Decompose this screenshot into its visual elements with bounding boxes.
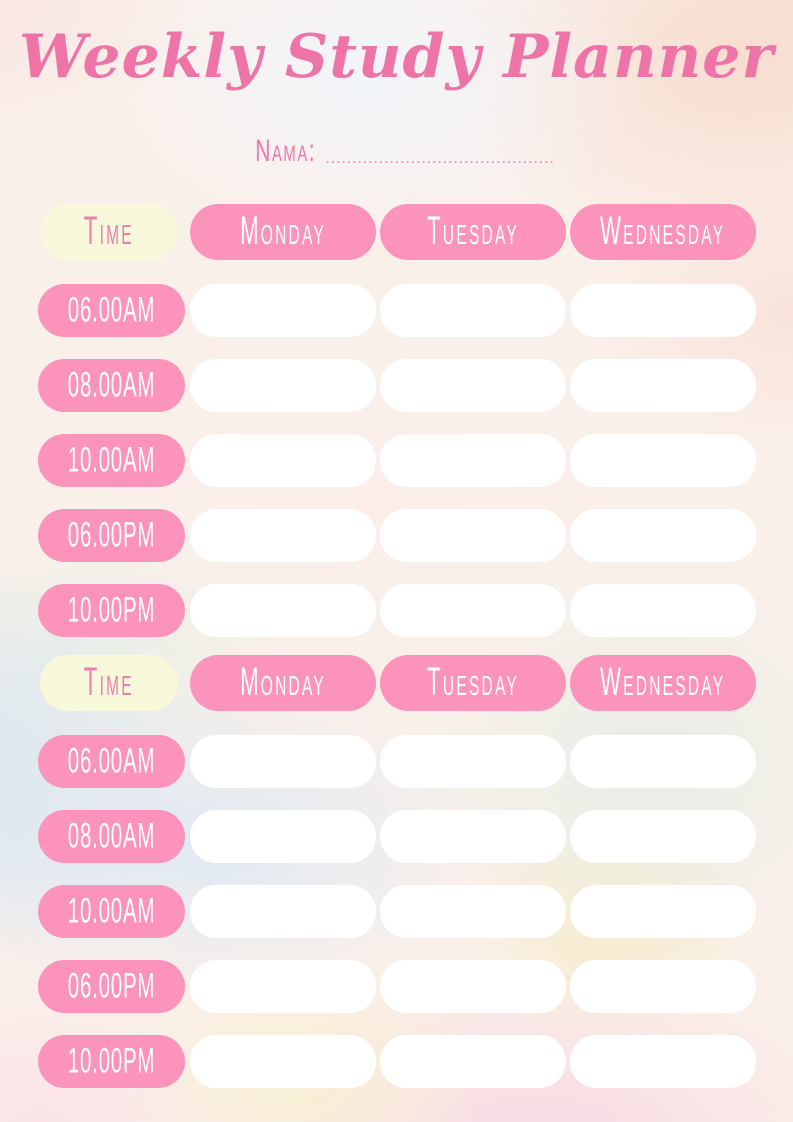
schedule-cell[interactable]	[190, 1035, 376, 1088]
day-header-wednesday-label: Wednesday	[600, 209, 726, 254]
schedule-grid-bottom: Time Monday Tuesday Wednesday 06.00AM 08.00AM…	[0, 655, 793, 1088]
day-header-tuesday: Tuesday	[380, 655, 566, 711]
name-row: Nama: ..................................…	[0, 133, 793, 169]
day-header-wednesday-label: Wednesday	[600, 660, 726, 705]
schedule-cell[interactable]	[380, 1035, 566, 1088]
schedule-cell[interactable]	[570, 1035, 756, 1088]
time-pill-label: 06.00PM	[67, 515, 156, 555]
schedule-cell[interactable]	[190, 584, 376, 637]
time-pill: 10.00PM	[38, 1035, 185, 1088]
day-header-wednesday: Wednesday	[570, 204, 756, 260]
time-header-pill: Time	[40, 204, 178, 260]
time-pill: 06.00PM	[38, 509, 185, 562]
page-title: Weekly Study Planner	[18, 22, 775, 92]
time-pill-label: 08.00AM	[67, 816, 156, 856]
schedule-cell[interactable]	[190, 434, 376, 487]
schedule-cell[interactable]	[380, 584, 566, 637]
schedule-cell[interactable]	[380, 810, 566, 863]
day-header-tuesday: Tuesday	[380, 204, 566, 260]
schedule-cell[interactable]	[570, 810, 756, 863]
time-pill: 06.00AM	[38, 284, 185, 337]
name-label: Nama:	[254, 133, 316, 168]
time-pill-label: 08.00AM	[67, 365, 156, 405]
time-pill-label: 06.00PM	[67, 966, 156, 1006]
schedule-cell[interactable]	[190, 885, 376, 938]
schedule-cell[interactable]	[380, 284, 566, 337]
day-header-tuesday-label: Tuesday	[427, 660, 519, 705]
time-pill-label: 10.00PM	[67, 590, 156, 630]
day-header-monday: Monday	[190, 204, 376, 260]
name-fill-line[interactable]: ........................................…	[325, 152, 556, 166]
schedule-cell[interactable]	[380, 960, 566, 1013]
time-header-pill-label: Time	[83, 209, 135, 254]
schedule-cell[interactable]	[190, 359, 376, 412]
schedule-cell[interactable]	[570, 584, 756, 637]
time-header-pill: Time	[40, 655, 178, 711]
schedule-cell[interactable]	[190, 509, 376, 562]
schedule-cell[interactable]	[190, 735, 376, 788]
schedule-cell[interactable]	[190, 284, 376, 337]
time-pill-label: 10.00AM	[67, 891, 156, 931]
time-pill-label: 10.00AM	[67, 440, 156, 480]
time-pill: 08.00AM	[38, 359, 185, 412]
schedule-cell[interactable]	[380, 359, 566, 412]
day-header-wednesday: Wednesday	[570, 655, 756, 711]
time-pill-label: 06.00AM	[67, 290, 156, 330]
day-header-monday-label: Monday	[240, 660, 326, 705]
day-header-monday-label: Monday	[240, 209, 326, 254]
schedule-cell[interactable]	[570, 434, 756, 487]
time-pill: 06.00AM	[38, 735, 185, 788]
time-pill: 06.00PM	[38, 960, 185, 1013]
schedule-cell[interactable]	[570, 359, 756, 412]
schedule-cell[interactable]	[380, 509, 566, 562]
schedule-cell[interactable]	[380, 735, 566, 788]
time-pill-label: 10.00PM	[67, 1041, 156, 1081]
time-pill: 10.00AM	[38, 885, 185, 938]
day-header-monday: Monday	[190, 655, 376, 711]
schedule-cell[interactable]	[570, 509, 756, 562]
time-pill: 10.00AM	[38, 434, 185, 487]
time-header-pill-label: Time	[83, 660, 135, 705]
schedule-cell[interactable]	[380, 885, 566, 938]
schedule-cell[interactable]	[190, 960, 376, 1013]
time-pill: 08.00AM	[38, 810, 185, 863]
schedule-cell[interactable]	[570, 960, 756, 1013]
schedule-cell[interactable]	[380, 434, 566, 487]
time-pill: 10.00PM	[38, 584, 185, 637]
day-header-tuesday-label: Tuesday	[427, 209, 519, 254]
schedule-cell[interactable]	[570, 885, 756, 938]
time-pill-label: 06.00AM	[67, 741, 156, 781]
schedule-cell[interactable]	[190, 810, 376, 863]
schedule-grid-top: Time Monday Tuesday Wednesday 06.00AM 08.00AM…	[0, 204, 793, 637]
schedule-cell[interactable]	[570, 284, 756, 337]
schedule-cell[interactable]	[570, 735, 756, 788]
